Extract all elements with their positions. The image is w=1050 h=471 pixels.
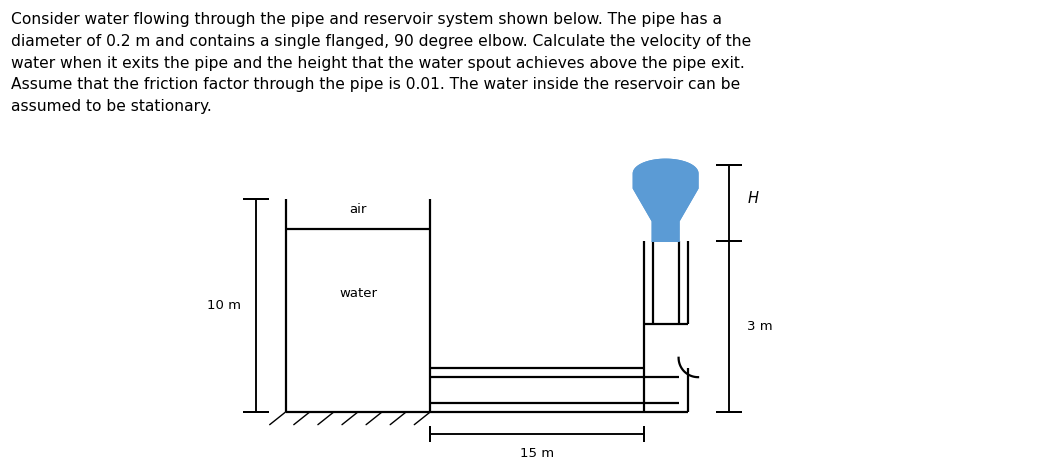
Text: 15 m: 15 m [520, 447, 554, 460]
Text: 3 m: 3 m [748, 320, 773, 333]
Text: water: water [339, 286, 377, 300]
Polygon shape [634, 160, 697, 241]
Text: H: H [748, 191, 758, 206]
Text: Consider water flowing through the pipe and reservoir system shown below. The pi: Consider water flowing through the pipe … [12, 12, 752, 114]
Text: air: air [350, 203, 366, 216]
Text: 10 m: 10 m [207, 299, 240, 312]
